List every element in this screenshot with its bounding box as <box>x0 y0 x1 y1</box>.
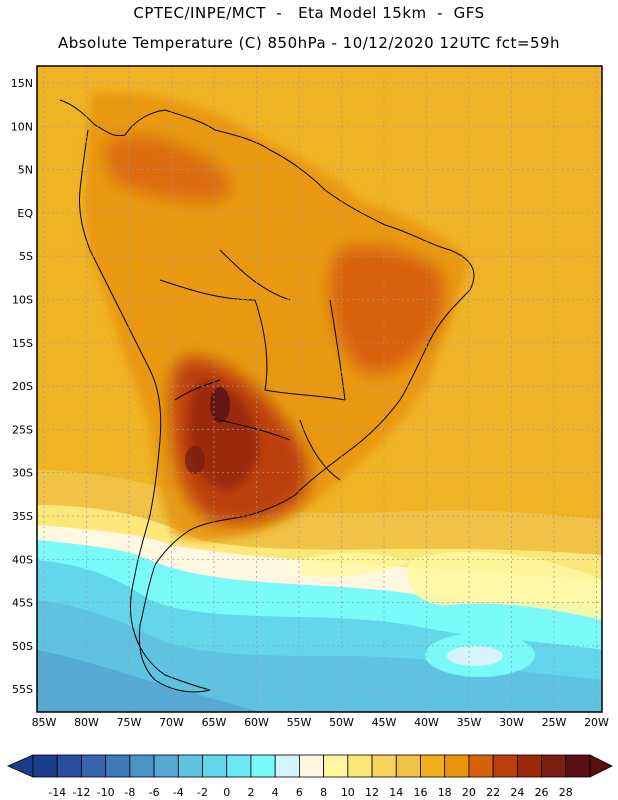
colorbar-swatch <box>565 754 591 778</box>
colorbar-label: 2 <box>247 786 254 799</box>
lon-tick-label: 25W <box>542 716 567 729</box>
colorbar-label: -6 <box>149 786 160 799</box>
colorbar-right-arrow <box>589 754 613 778</box>
lon-tick-label: 45W <box>372 716 397 729</box>
colorbar-label: 4 <box>272 786 279 799</box>
colorbar-swatch <box>468 754 494 778</box>
colorbar-swatch <box>153 754 179 778</box>
colorbar-swatch <box>541 754 567 778</box>
colorbar-swatch <box>298 754 325 778</box>
colorbar-swatch <box>347 754 373 778</box>
colorbar-label: 22 <box>486 786 500 799</box>
colorbar-label: 26 <box>535 786 549 799</box>
lat-tick-label: 55S <box>12 683 33 696</box>
lon-tick-label: 50W <box>329 716 354 729</box>
lon-tick-label: 30W <box>499 716 524 729</box>
colorbar-label: 24 <box>510 786 524 799</box>
colorbar-swatch <box>274 754 300 778</box>
colorbar-label: -8 <box>124 786 135 799</box>
lat-tick-label: 5S <box>19 250 33 263</box>
colorbar-label: -4 <box>173 786 184 799</box>
coastline <box>59 99 475 693</box>
colorbar-label: 6 <box>296 786 303 799</box>
colorbar-label: 18 <box>438 786 452 799</box>
lat-tick-label: 20S <box>12 380 33 393</box>
colorbar-label: 16 <box>413 786 427 799</box>
colorbar-swatch <box>516 754 542 778</box>
colorbar-swatch <box>420 754 446 778</box>
colorbar-left-arrow <box>7 754 34 778</box>
colorbar-swatch <box>371 754 397 778</box>
lon-tick-label: 85W <box>32 716 57 729</box>
graticule <box>37 66 602 712</box>
lat-tick-label: 5N <box>18 164 33 177</box>
lat-tick-label: 45S <box>12 597 33 610</box>
colorbar-label: 20 <box>462 786 476 799</box>
colorbar-label: 28 <box>559 786 573 799</box>
lon-tick-label: 75W <box>117 716 142 729</box>
colorbar-swatch <box>395 754 421 778</box>
colorbar-swatch <box>250 754 276 778</box>
colorbar-label: -14 <box>48 786 66 799</box>
lon-tick-label: 40W <box>414 716 439 729</box>
lon-tick-label: 20W <box>584 716 609 729</box>
colorbar-swatch <box>444 754 470 778</box>
lon-tick-label: 35W <box>457 716 482 729</box>
colorbar-swatch <box>492 754 518 778</box>
colorbar-label: 14 <box>389 786 403 799</box>
lon-tick-label: 80W <box>74 716 99 729</box>
colorbar-swatch <box>226 754 252 778</box>
lon-tick-label: 70W <box>159 716 184 729</box>
colorbar-swatch <box>105 754 131 778</box>
colorbar <box>7 754 613 778</box>
colorbar-label: 10 <box>341 786 355 799</box>
lon-tick-label: 55W <box>287 716 312 729</box>
lon-tick-label: 65W <box>202 716 227 729</box>
colorbar-swatch <box>177 754 203 778</box>
colorbar-swatch <box>56 754 82 778</box>
colorbar-swatch <box>129 754 155 778</box>
colorbar-label: 12 <box>365 786 379 799</box>
colorbar-label: -10 <box>97 786 115 799</box>
colorbar-swatch <box>202 754 228 778</box>
lon-tick-label: 60W <box>244 716 269 729</box>
lat-tick-label: 40S <box>12 553 33 566</box>
map-border <box>36 65 603 713</box>
chart-subtitle: Absolute Temperature (C) 850hPa - 10/12/… <box>57 34 561 52</box>
lat-tick-label: EQ <box>17 207 33 220</box>
lat-tick-label: 50S <box>12 640 33 653</box>
colorbar-swatch <box>323 754 349 778</box>
colorbar-label: 0 <box>223 786 230 799</box>
chart-title: CPTEC/INPE/MCT - Eta Model 15km - GFS <box>133 4 485 22</box>
colorbar-label: -12 <box>72 786 90 799</box>
colorbar-swatch <box>32 754 58 778</box>
lat-tick-label: 30S <box>12 467 33 480</box>
colorbar-swatch <box>81 754 107 778</box>
lat-tick-label: 35S <box>12 510 33 523</box>
lat-tick-label: 25S <box>12 423 33 436</box>
lat-tick-label: 10N <box>11 120 33 133</box>
temperature-field <box>37 66 602 712</box>
colorbar-label: 8 <box>320 786 327 799</box>
lat-tick-label: 10S <box>12 294 33 307</box>
lat-tick-label: 15N <box>11 77 33 90</box>
colorbar-label: -2 <box>197 786 208 799</box>
lat-tick-label: 15S <box>12 337 33 350</box>
